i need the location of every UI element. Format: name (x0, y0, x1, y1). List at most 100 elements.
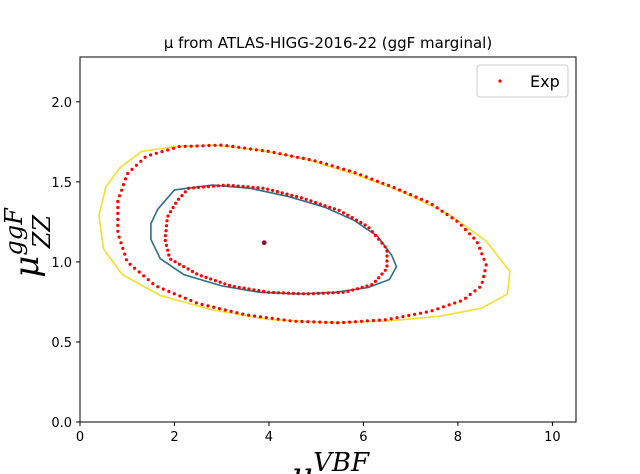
best-fit-point (261, 240, 267, 246)
data-point (116, 229, 120, 233)
data-point (330, 320, 334, 325)
y-axis-label-base: μ (7, 256, 47, 278)
data-point (307, 158, 311, 162)
data-point (151, 282, 155, 286)
data-point (248, 147, 253, 151)
data-point (316, 291, 320, 295)
data-point (192, 186, 196, 190)
data-point (323, 204, 327, 208)
data-point (128, 262, 132, 266)
data-point (326, 291, 330, 295)
data-point (164, 229, 168, 233)
data-point (484, 263, 488, 267)
data-point (225, 144, 229, 148)
data-point (301, 156, 305, 160)
data-point (232, 284, 236, 289)
data-point (236, 184, 240, 188)
data-point (468, 292, 472, 297)
data-point (380, 272, 384, 276)
data-point (324, 320, 328, 324)
data-point (453, 301, 457, 305)
data-point (312, 320, 316, 324)
data-point (163, 238, 167, 243)
data-point (116, 205, 120, 210)
data-point (123, 252, 127, 256)
data-point (246, 185, 250, 189)
data-point (482, 274, 486, 279)
data-point (123, 177, 128, 181)
data-point (385, 249, 389, 253)
data-point (332, 207, 336, 211)
data-point (401, 315, 405, 319)
data-point (408, 193, 413, 197)
x-tick-label: 4 (265, 430, 273, 445)
data-point (156, 285, 160, 289)
data-points (116, 143, 488, 325)
data-point (463, 296, 468, 300)
data-point (126, 171, 130, 176)
x-tick-label: 2 (170, 430, 178, 445)
data-point (168, 210, 173, 214)
data-point (201, 185, 206, 189)
y-axis-label: μggFZZ (0, 207, 56, 278)
y-tick-label: 1.5 (51, 176, 72, 191)
data-point (119, 241, 123, 245)
data-point (359, 173, 363, 177)
data-point (260, 149, 264, 153)
data-point (300, 319, 304, 324)
data-point (212, 305, 216, 309)
data-point (217, 307, 222, 311)
data-point (377, 237, 381, 241)
data-point (183, 296, 187, 300)
data-point (235, 311, 239, 315)
data-point (166, 248, 170, 252)
data-point (436, 307, 440, 311)
data-point (370, 177, 374, 181)
data-point (318, 320, 322, 324)
y-tick-label: 0.5 (51, 336, 72, 351)
data-point (359, 319, 364, 323)
data-point (264, 316, 268, 320)
data-point (351, 288, 355, 292)
data-point (280, 191, 284, 195)
data-point (242, 286, 246, 290)
x-axis-label-base: μ (291, 455, 313, 474)
data-point (256, 186, 260, 190)
data-point (440, 209, 444, 213)
data-point (237, 285, 241, 289)
data-point (189, 298, 193, 303)
data-point (430, 309, 434, 313)
data-point (146, 278, 150, 282)
data-point (171, 146, 176, 150)
data-point (139, 159, 143, 163)
x-axis-label-superscript: VBF (313, 448, 370, 474)
data-point (206, 185, 210, 189)
data-point (468, 232, 472, 236)
data-point (355, 287, 360, 291)
data-point (254, 148, 258, 152)
contour-line (150, 184, 398, 295)
data-point (190, 269, 194, 274)
data-point (445, 212, 449, 217)
data-point (282, 318, 286, 322)
data-point (380, 241, 384, 245)
y-axis-label-superscript: ggF (0, 207, 28, 256)
data-point (363, 223, 367, 227)
data-point (270, 316, 274, 320)
data-point (223, 282, 227, 286)
data-point (262, 289, 266, 293)
data-point (341, 211, 346, 215)
data-point (360, 285, 364, 289)
data-point (275, 190, 279, 194)
data-point (313, 159, 317, 163)
data-point (116, 199, 120, 204)
data-point (252, 288, 256, 292)
data-point (173, 260, 177, 264)
data-point (116, 217, 120, 221)
data-point (171, 205, 175, 210)
data-point (450, 216, 454, 220)
data-point (286, 291, 291, 295)
data-point (272, 150, 276, 155)
data-point (257, 289, 261, 293)
data-point (331, 291, 335, 295)
